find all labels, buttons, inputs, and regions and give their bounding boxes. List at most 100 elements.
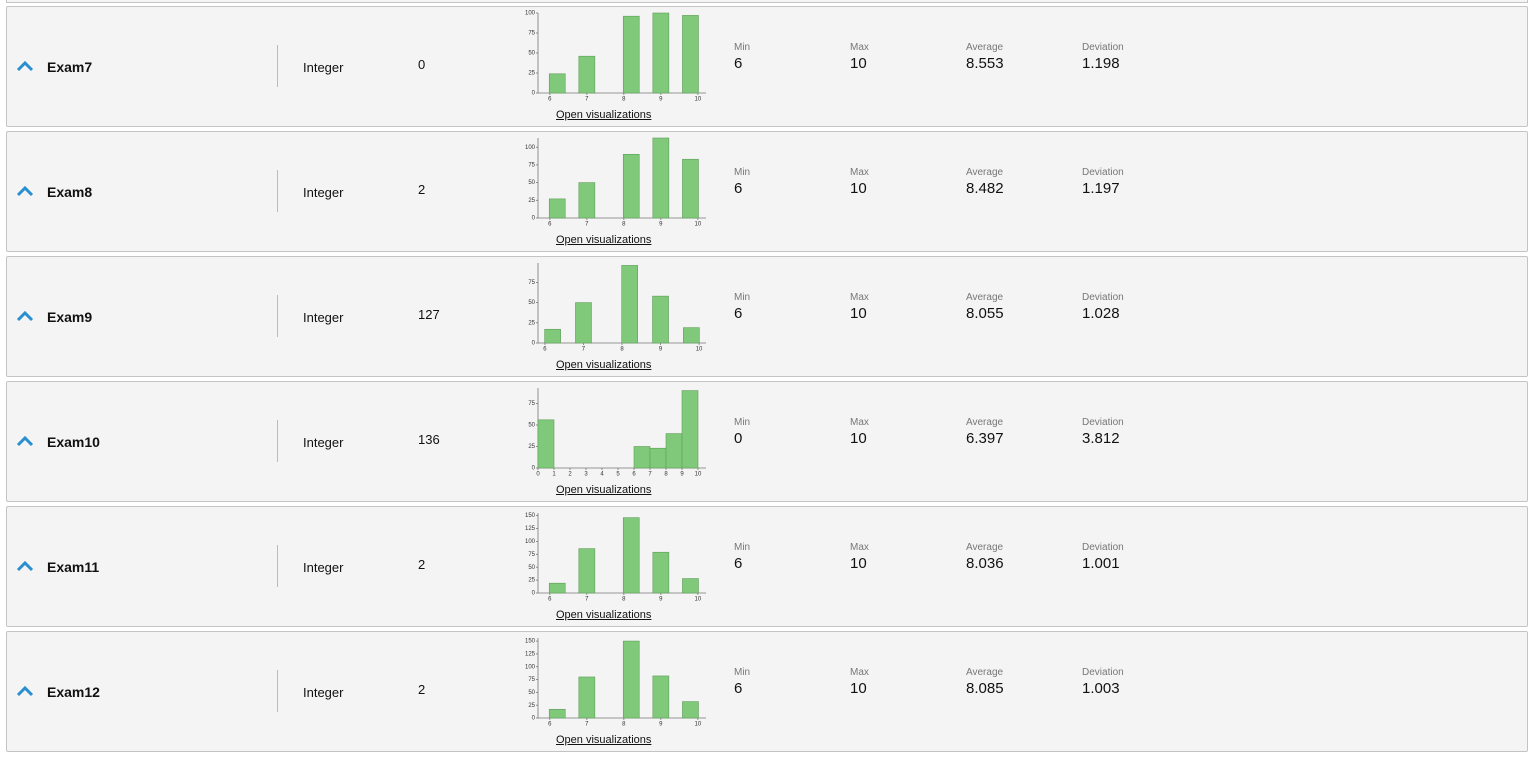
x-tick-label: 9	[659, 97, 663, 103]
x-tick-label: 3	[584, 472, 588, 478]
stat-value: 1.028	[1082, 305, 1120, 322]
stat-value: 8.085	[966, 680, 1004, 697]
y-tick-label: 25	[528, 198, 535, 204]
x-tick-label: 9	[659, 722, 663, 728]
stat-value: 6.397	[966, 430, 1004, 447]
field-type: Integer	[303, 560, 344, 575]
x-tick-label: 6	[548, 597, 552, 603]
field-name: Exam12	[47, 684, 100, 700]
stat-label: Min	[734, 417, 751, 428]
y-tick-label: 25	[528, 320, 535, 326]
stat-label: Deviation	[1082, 292, 1124, 303]
bar	[652, 137, 670, 219]
stat-value: 0	[734, 430, 743, 447]
stat-value: 1.001	[1082, 555, 1120, 572]
stat-value: 6	[734, 555, 743, 572]
y-tick-label: 50	[528, 180, 535, 186]
separator	[277, 170, 278, 212]
x-tick-label: 7	[585, 222, 589, 228]
y-tick-label: 75	[528, 280, 535, 286]
stat-value: 10	[850, 305, 867, 322]
bar	[548, 582, 566, 594]
stat-label: Deviation	[1082, 417, 1124, 428]
stat-label: Min	[734, 292, 751, 303]
y-tick-label: 25	[528, 578, 535, 584]
x-tick-label: 6	[548, 97, 552, 103]
field-type: Integer	[303, 435, 344, 450]
open-visualizations-link[interactable]: Open visualizations	[556, 109, 652, 121]
bar	[633, 446, 651, 469]
bar	[548, 73, 566, 94]
collapse-arrow[interactable]	[16, 685, 34, 697]
separator	[277, 545, 278, 587]
y-tick-label: 50	[528, 565, 535, 571]
bar	[652, 675, 670, 719]
stat-label: Deviation	[1082, 167, 1124, 178]
stat-label: Average	[966, 542, 1004, 553]
open-visualizations-link[interactable]: Open visualizations	[556, 484, 652, 496]
collapse-arrow[interactable]	[16, 435, 34, 447]
missing-count: 2	[418, 557, 426, 572]
x-tick-label: 9	[659, 222, 663, 228]
arrow-shape	[16, 685, 34, 697]
stat-value: 3.812	[1082, 430, 1120, 447]
bar	[652, 295, 669, 344]
bar	[649, 447, 667, 469]
arrow-shape	[16, 60, 34, 72]
open-visualizations-link[interactable]: Open visualizations	[556, 234, 652, 246]
stat-value: 6	[734, 55, 743, 72]
x-tick-label: 6	[543, 347, 547, 353]
y-tick-label: 25	[528, 71, 535, 77]
x-tick-label: 10	[695, 597, 702, 603]
bar	[537, 419, 555, 469]
missing-count: 2	[418, 682, 426, 697]
stat-value: 10	[850, 680, 867, 697]
collapse-arrow[interactable]	[16, 60, 34, 72]
x-tick-label: 6	[548, 722, 552, 728]
bar	[544, 328, 561, 344]
open-visualizations-link[interactable]: Open visualizations	[556, 609, 652, 621]
bar	[622, 15, 640, 94]
x-tick-label: 10	[695, 722, 702, 728]
row: Exam10 Integer 136 Open visualizations Min 0 M…	[6, 381, 1528, 502]
y-tick-label: 25	[528, 444, 535, 450]
field-name: Exam10	[47, 434, 100, 450]
stat-value: 6	[734, 305, 743, 322]
open-visualizations-link[interactable]: Open visualizations	[556, 359, 652, 371]
arrow-shape	[16, 185, 34, 197]
bar	[682, 701, 699, 719]
y-tick-label: 0	[532, 91, 536, 97]
bar	[682, 15, 699, 94]
x-tick-label: 8	[622, 222, 626, 228]
y-tick-label: 125	[525, 651, 536, 657]
field-type: Integer	[303, 185, 344, 200]
stat-label: Min	[734, 542, 751, 553]
arrow-shape	[16, 310, 34, 322]
stat-value: 10	[850, 55, 867, 72]
row: Exam8 Integer 2 Open visualizations Min 6 Max 1…	[6, 131, 1528, 252]
y-tick-label: 50	[528, 300, 535, 306]
x-tick-label: 10	[695, 472, 702, 478]
bar	[681, 390, 699, 469]
stat-value: 10	[850, 430, 867, 447]
field-type: Integer	[303, 685, 344, 700]
stat-value: 10	[850, 555, 867, 572]
y-tick-label: 150	[525, 639, 536, 645]
field-name: Exam9	[47, 309, 93, 325]
x-tick-label: 10	[695, 97, 702, 103]
stat-value: 6	[734, 680, 743, 697]
y-tick-label: 75	[528, 401, 535, 407]
collapse-arrow[interactable]	[16, 185, 34, 197]
row: Exam11 Integer 2 Open visualizations Min 6 Max…	[6, 506, 1528, 627]
separator	[277, 45, 278, 87]
collapse-arrow[interactable]	[16, 310, 34, 322]
bar	[578, 676, 596, 719]
x-tick-label: 8	[664, 472, 668, 478]
x-tick-label: 4	[600, 472, 604, 478]
y-tick-label: 75	[528, 677, 535, 683]
y-tick-label: 0	[532, 591, 536, 597]
stat-value: 10	[850, 180, 867, 197]
collapse-arrow[interactable]	[16, 560, 34, 572]
open-visualizations-link[interactable]: Open visualizations	[556, 734, 652, 746]
